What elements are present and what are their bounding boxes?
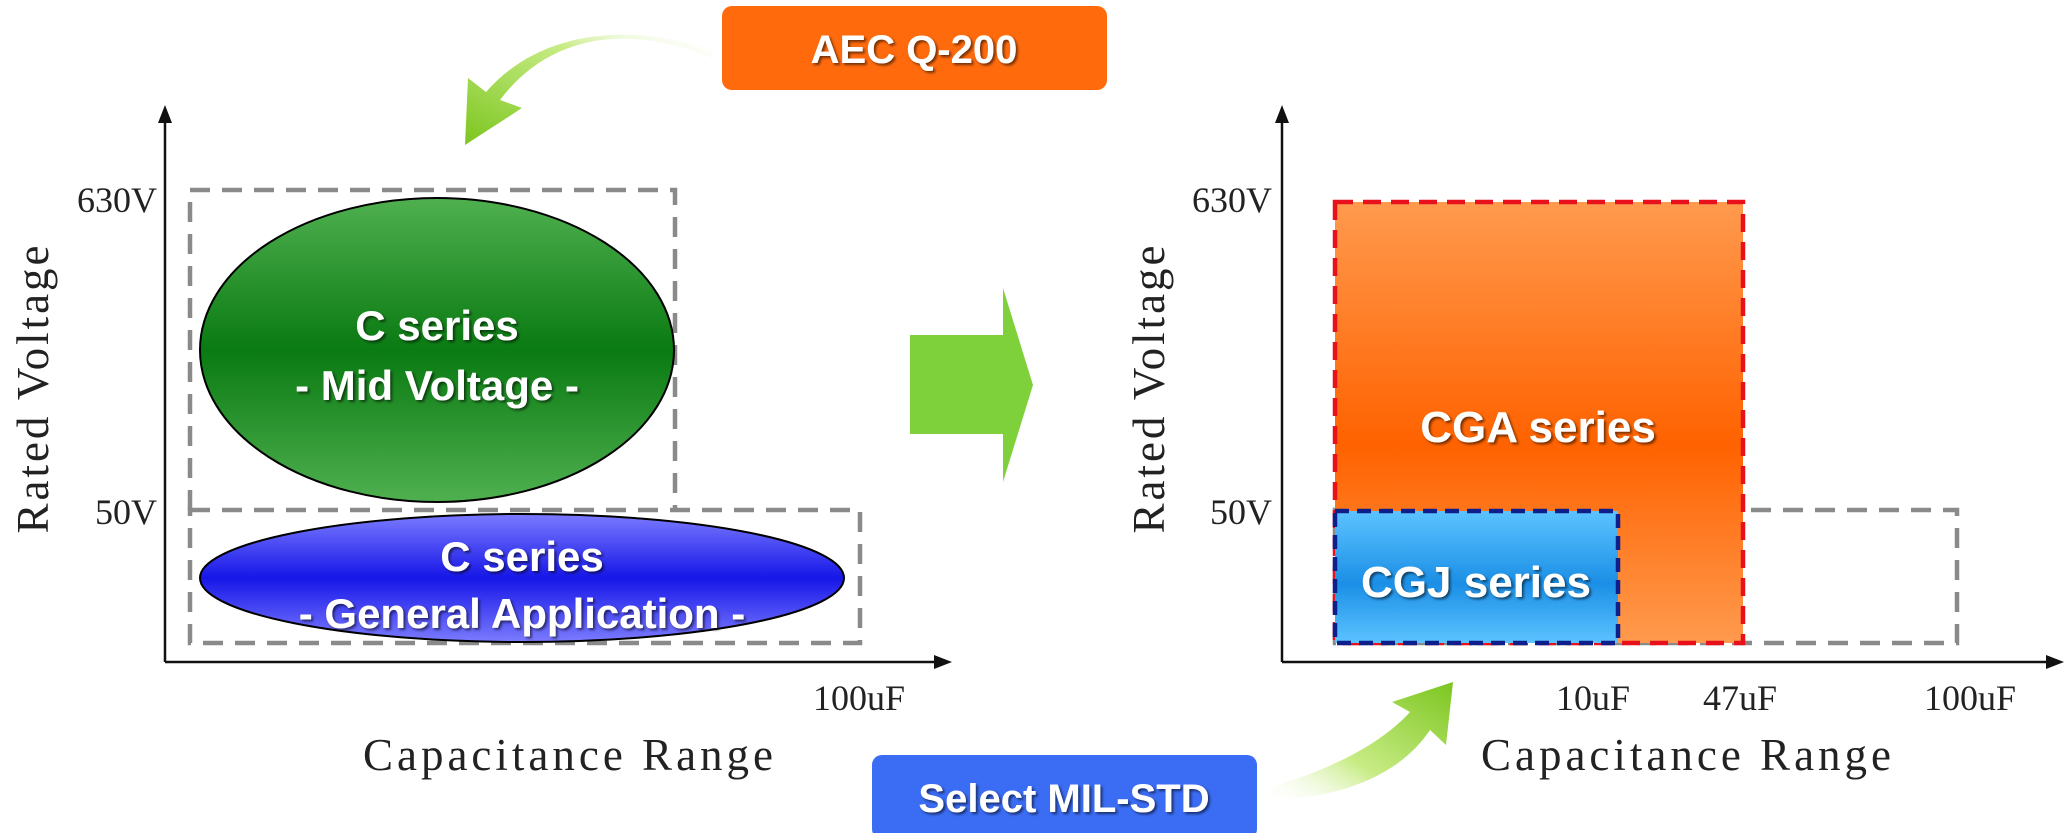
left-x-tick-100uf: 100uF [813, 678, 905, 718]
transition-arrow [910, 288, 1033, 482]
mid-voltage-line2: - Mid Voltage - [295, 362, 579, 409]
cgj-series-label: CGJ series [1361, 558, 1591, 607]
right-y-axis-label: Rated Voltage [1124, 242, 1174, 533]
left-y-axis-label: Rated Voltage [8, 242, 58, 533]
right-y-axis-arrowhead [1275, 105, 1289, 123]
right-y-tick-630v: 630V [1192, 180, 1272, 220]
general-line2: - General Application - [299, 590, 746, 637]
select-mil-std-badge-bg [872, 755, 1257, 833]
right-x-tick-10uf: 10uF [1556, 678, 1630, 718]
right-x-axis-arrowhead [2046, 655, 2064, 669]
right-x-tick-47uf: 47uF [1703, 678, 1777, 718]
right-y-tick-50v: 50V [1210, 492, 1272, 532]
right-x-tick-100uf: 100uF [1924, 678, 2016, 718]
left-x-axis-label: Capacitance Range [363, 730, 777, 780]
select-mil-std-label: Select MIL-STD [918, 777, 1209, 821]
left-y-tick-50v: 50V [95, 492, 157, 532]
left-chart: C series - Mid Voltage - C series - Gene… [8, 105, 952, 780]
general-line1: C series [440, 533, 603, 580]
aec-q200-label: AEC Q-200 [811, 28, 1018, 72]
left-y-axis-arrowhead [158, 105, 172, 123]
aec-q200-badge: AEC Q-200 [722, 6, 1107, 90]
aec-curve-arrow [465, 34, 712, 146]
select-mil-std-badge: Select MIL-STD [872, 755, 1257, 833]
left-general-range [187, 507, 863, 646]
left-y-tick-630v: 630V [77, 180, 157, 220]
mil-std-curve-arrow [1262, 682, 1453, 800]
mid-voltage-line1: C series [355, 302, 518, 349]
right-chart: CGA series CGJ series 630V 50V 10uF 47uF… [1124, 105, 2064, 780]
right-x-axis-label: Capacitance Range [1481, 730, 1895, 780]
cgj-series-block [1332, 508, 1621, 646]
mid-voltage-ellipse [199, 197, 675, 503]
general-application-ellipse [199, 513, 845, 643]
aec-q200-badge-bg [722, 6, 1107, 90]
left-x-axis-arrowhead [934, 655, 952, 669]
cga-series-label: CGA series [1420, 403, 1656, 452]
